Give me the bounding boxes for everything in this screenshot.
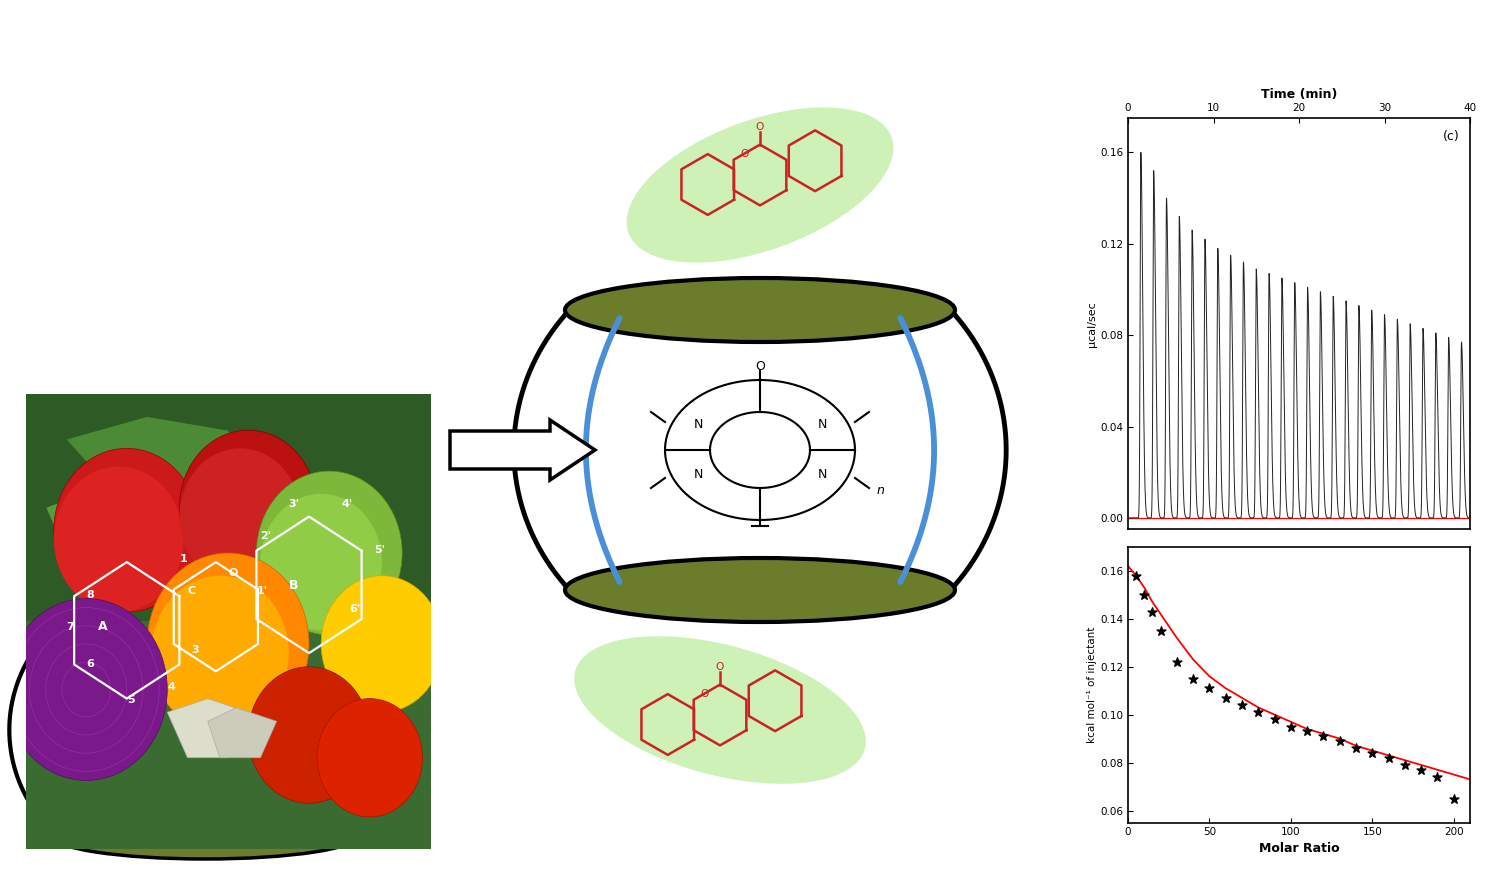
- Y-axis label: kcal mol⁻¹ of injectant: kcal mol⁻¹ of injectant: [1088, 626, 1096, 743]
- Text: (c): (c): [1443, 130, 1460, 144]
- Text: N: N: [150, 704, 158, 715]
- Circle shape: [6, 598, 168, 780]
- Circle shape: [180, 448, 302, 584]
- Polygon shape: [0, 630, 50, 830]
- Bar: [26, 394, 430, 621]
- Circle shape: [256, 471, 402, 635]
- Circle shape: [147, 553, 309, 735]
- Text: 2': 2': [261, 531, 272, 542]
- Text: O: O: [756, 123, 764, 132]
- X-axis label: Time (min): Time (min): [1262, 88, 1336, 101]
- Point: [1140, 605, 1164, 619]
- Point: [1263, 712, 1287, 726]
- Text: 3: 3: [192, 645, 200, 655]
- Point: [1180, 672, 1204, 686]
- Point: [1394, 758, 1417, 772]
- Text: 8: 8: [87, 591, 94, 600]
- Text: 6: 6: [87, 659, 94, 668]
- Text: 5: 5: [126, 695, 135, 705]
- Text: O: O: [754, 360, 765, 373]
- Text: O: O: [716, 662, 724, 673]
- Text: O: O: [201, 656, 208, 666]
- Polygon shape: [207, 708, 276, 758]
- Point: [1328, 734, 1352, 748]
- Text: N: N: [150, 746, 158, 755]
- Circle shape: [261, 493, 382, 630]
- Point: [1149, 624, 1173, 638]
- Text: n: n: [302, 758, 307, 767]
- Point: [1280, 719, 1304, 733]
- Ellipse shape: [50, 811, 360, 859]
- Point: [1246, 705, 1270, 719]
- Ellipse shape: [566, 278, 956, 342]
- Polygon shape: [956, 315, 1053, 585]
- Text: 1': 1': [256, 586, 267, 596]
- Text: 6': 6': [350, 604, 360, 614]
- Text: N: N: [693, 418, 702, 431]
- Text: 4': 4': [342, 500, 352, 509]
- Text: A: A: [99, 620, 108, 634]
- Point: [1166, 654, 1190, 668]
- Text: 5': 5': [374, 545, 384, 555]
- Circle shape: [54, 448, 200, 612]
- Polygon shape: [66, 416, 268, 508]
- Polygon shape: [468, 315, 566, 585]
- Text: 7: 7: [66, 622, 74, 633]
- Ellipse shape: [574, 636, 866, 784]
- Text: 3': 3': [290, 500, 300, 509]
- Text: 4: 4: [168, 682, 176, 691]
- Point: [1311, 729, 1335, 743]
- Text: N: N: [818, 468, 827, 481]
- Point: [1360, 746, 1384, 760]
- Text: O: O: [741, 149, 748, 158]
- Text: 1: 1: [180, 554, 188, 564]
- FancyArrow shape: [450, 420, 596, 480]
- Circle shape: [316, 698, 423, 817]
- Point: [1214, 691, 1237, 705]
- Polygon shape: [46, 485, 147, 553]
- Point: [1442, 792, 1466, 806]
- Text: O: O: [228, 568, 237, 578]
- Point: [1230, 698, 1254, 712]
- Point: [1425, 770, 1449, 784]
- Circle shape: [152, 576, 290, 731]
- Polygon shape: [168, 698, 249, 758]
- Y-axis label: μcal/sec: μcal/sec: [1088, 301, 1096, 347]
- Point: [1294, 724, 1318, 738]
- Point: [1408, 763, 1432, 777]
- Ellipse shape: [566, 558, 956, 622]
- Ellipse shape: [627, 108, 894, 262]
- Circle shape: [321, 576, 442, 712]
- Circle shape: [180, 430, 316, 584]
- Point: [1344, 741, 1368, 755]
- Point: [1377, 751, 1401, 765]
- Text: N: N: [252, 746, 260, 755]
- Polygon shape: [360, 630, 438, 830]
- Point: [1197, 682, 1221, 696]
- Circle shape: [54, 466, 183, 612]
- Text: +: +: [164, 531, 248, 628]
- Text: C: C: [188, 586, 195, 596]
- Ellipse shape: [50, 601, 360, 649]
- Text: N: N: [818, 418, 827, 431]
- Polygon shape: [6, 625, 404, 835]
- Point: [1132, 588, 1156, 602]
- Text: n: n: [878, 484, 885, 496]
- X-axis label: Molar Ratio: Molar Ratio: [1258, 842, 1340, 855]
- Point: [1124, 569, 1148, 583]
- Text: O: O: [700, 689, 709, 699]
- Text: N: N: [252, 704, 260, 715]
- Polygon shape: [510, 310, 1010, 590]
- Text: Flavonoid: Flavonoid: [136, 478, 274, 502]
- Circle shape: [249, 667, 370, 803]
- Text: B: B: [290, 579, 298, 592]
- Text: N: N: [693, 468, 702, 481]
